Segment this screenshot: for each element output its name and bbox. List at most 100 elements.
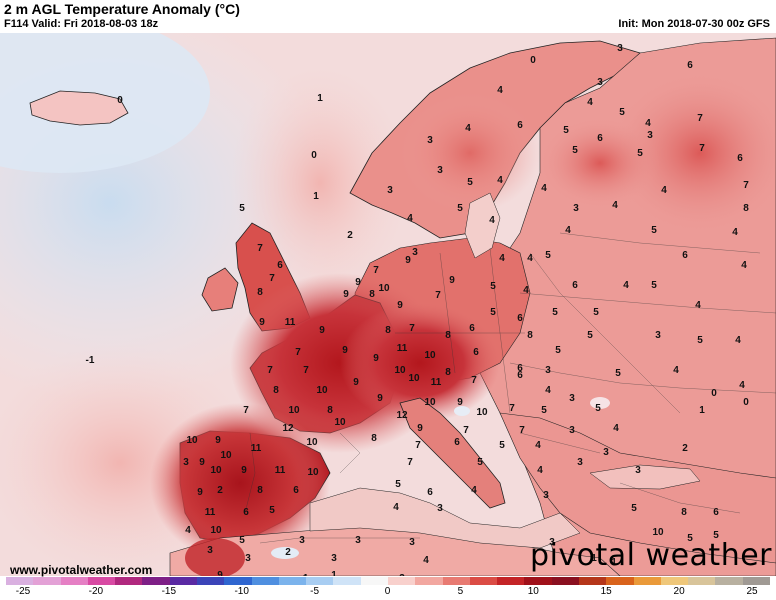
anomaly-value-label: 4	[612, 200, 618, 211]
anomaly-value-label: 5	[713, 530, 719, 541]
anomaly-value-label: 3	[569, 425, 575, 436]
colorbar-tick-label: -5	[310, 586, 320, 597]
mediterranean-sea	[309, 487, 581, 549]
anomaly-value-label: 7	[267, 365, 273, 376]
anomaly-value-label: 3	[387, 185, 393, 196]
anomaly-value-label: 10	[210, 525, 222, 536]
anomaly-value-label: 5	[269, 505, 275, 516]
anomaly-value-label: 6	[713, 507, 719, 518]
anomaly-value-label: 8	[257, 485, 263, 496]
anomaly-value-label: 4	[423, 555, 429, 566]
brand-logo: pivotal weather	[530, 538, 772, 573]
colorbar-swatch	[60, 577, 89, 585]
anomaly-value-label: 3	[331, 553, 337, 564]
anomaly-value-label: 8	[369, 289, 375, 300]
anomaly-value-label: 11	[205, 507, 216, 518]
anomaly-value-label: 3	[299, 535, 305, 546]
anomaly-value-label: 5	[619, 107, 625, 118]
temperature-anomaly-map[interactable]: 0 1 0 1 2 -1 0 3 3 6 4 4 4 6 5 7 4 3 5 6 3 7 5 5 6 3 5 4 4 7 4 5 5 4 3 4 8 3 4…	[0, 33, 776, 576]
anomaly-value-label: 3	[437, 165, 443, 176]
anomaly-value-label: 1	[331, 570, 337, 576]
anomaly-value-label: 4	[497, 175, 503, 186]
anomaly-value-label: 1	[591, 553, 597, 564]
anomaly-value-label: 10	[394, 365, 406, 376]
anomaly-value-label: 3	[355, 535, 361, 546]
iceland-landmass	[29, 90, 129, 126]
anomaly-value-label: 11	[431, 377, 442, 388]
anomaly-value-label: 4	[489, 215, 495, 226]
colorbar-swatch	[469, 577, 498, 585]
anomaly-value-label: 5	[637, 148, 643, 159]
anomaly-value-label: 4	[523, 285, 529, 296]
colorbar-tick-label: 5	[457, 586, 464, 597]
anomaly-value-label: 10	[288, 405, 300, 416]
anomaly-value-label: 1	[313, 191, 319, 202]
warm-anomaly-russia	[610, 73, 776, 233]
anomaly-value-label: 7	[699, 143, 705, 154]
anomaly-value-label: 9	[343, 289, 349, 300]
colorbar-swatch	[333, 577, 362, 585]
anomaly-value-label: 5	[395, 479, 401, 490]
anomaly-value-label: 3	[399, 573, 405, 576]
anomaly-value-label: 3	[617, 43, 623, 54]
colorbar-swatch	[606, 577, 635, 585]
colorbar-swatch	[688, 577, 716, 585]
anomaly-value-label: 6	[682, 250, 688, 261]
anomaly-value-label: 4	[661, 185, 667, 196]
anomaly-value-label: 1	[317, 93, 323, 104]
anomaly-value-label: 6	[473, 347, 479, 358]
map-title: 2 m AGL Temperature Anomaly (°C)	[4, 1, 240, 17]
anomaly-value-label: 4	[407, 213, 413, 224]
colorbar-swatch	[224, 577, 253, 585]
anomaly-value-label: 7	[243, 405, 249, 416]
colorbar-tick-label: 20	[673, 586, 685, 597]
anomaly-value-label: 6	[597, 133, 603, 144]
anomaly-value-label: 5	[651, 225, 657, 236]
website-url[interactable]: www.pivotalweather.com	[10, 563, 153, 577]
colorbar-swatch	[142, 577, 171, 585]
anomaly-value-label: 10	[476, 407, 488, 418]
italy-landmass	[399, 397, 506, 509]
colorbar-swatch	[360, 577, 389, 585]
anomaly-value-label: 8	[273, 385, 279, 396]
hot-anomaly-morocco	[185, 538, 245, 576]
anomaly-value-label: 6	[517, 120, 523, 131]
anomaly-value-label: 3	[655, 330, 661, 341]
anomaly-value-label: -1	[86, 355, 95, 366]
anomaly-value-label: 7	[519, 425, 525, 436]
anomaly-value-label: 6	[293, 485, 299, 496]
anomaly-value-label: 4	[535, 440, 541, 451]
anomaly-value-label: 0	[530, 55, 536, 66]
anomaly-value-label: 0	[711, 388, 717, 399]
anomaly-value-label: 3	[549, 537, 555, 548]
colorbar-tick-label: 15	[600, 586, 612, 597]
anomaly-value-label: 8	[743, 203, 749, 214]
anomaly-value-label: 6	[454, 437, 460, 448]
anomaly-value-label: 5	[555, 345, 561, 356]
colorbar-swatch	[497, 577, 525, 585]
anomaly-value-label: 5	[239, 535, 245, 546]
colorbar-swatch	[33, 577, 62, 585]
anomaly-value-label: 5	[477, 457, 483, 468]
valid-time: F114 Valid: Fri 2018-08-03 18z	[4, 18, 159, 30]
anomaly-value-label: 5	[587, 330, 593, 341]
anomaly-value-label: 11	[397, 343, 408, 354]
anomaly-value-label: 3	[183, 457, 189, 468]
colorbar	[6, 577, 771, 585]
colorbar-swatch	[633, 577, 662, 585]
anomaly-value-label: 4	[741, 260, 747, 271]
anomaly-value-label: 1	[611, 557, 617, 568]
anomaly-value-label: 4	[645, 118, 651, 129]
anomaly-value-label: 5	[457, 203, 463, 214]
anomaly-value-label: 7	[257, 243, 263, 254]
colorbar-swatch	[442, 577, 471, 585]
anomaly-value-label: 10	[186, 435, 198, 446]
anomaly-value-label: 2	[682, 443, 688, 454]
colorbar-swatch	[579, 577, 607, 585]
anomaly-value-label: 6	[517, 363, 523, 374]
anomaly-value-label: 12	[396, 410, 408, 421]
init-time: Init: Mon 2018-07-30 00z GFS	[618, 18, 770, 30]
anomaly-value-label: 10	[424, 397, 436, 408]
anomaly-value-label: 7	[509, 403, 515, 414]
